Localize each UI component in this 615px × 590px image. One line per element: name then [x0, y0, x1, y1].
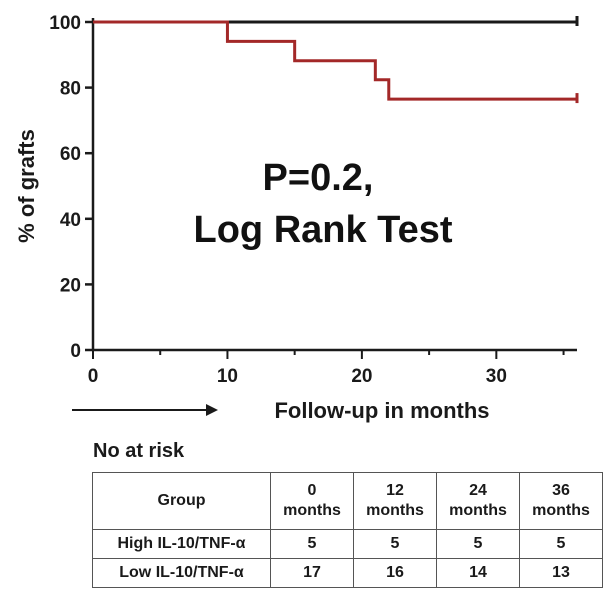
time-header-24: 24 months: [436, 472, 520, 530]
table-row: High IL-10/TNF-α 5 5 5 5: [92, 529, 603, 559]
table-cell: 14: [436, 558, 520, 588]
table-cell: 5: [436, 529, 520, 559]
table-cell: 5: [519, 529, 603, 559]
time-header-36: 36 months: [519, 472, 603, 530]
row-label-low: Low IL-10/TNF-α: [92, 558, 271, 588]
annotation-line-1: P=0.2,: [263, 157, 374, 199]
x-tick-label: 10: [217, 366, 238, 387]
time-value: 36: [552, 482, 570, 499]
time-value: 24: [469, 482, 487, 499]
time-value: 0: [307, 482, 317, 499]
table-cell: 13: [519, 558, 603, 588]
table-cell: 5: [353, 529, 437, 559]
risk-table-header-row: Group 0 months 12 months 24 months 36 mo…: [92, 472, 603, 530]
time-header-12: 12 months: [353, 472, 437, 530]
table-cell: 5: [270, 529, 354, 559]
y-tick-label: 0: [70, 341, 81, 362]
time-value: 12: [386, 482, 404, 499]
time-unit: months: [449, 502, 507, 519]
km-curve-1: [93, 20, 577, 101]
time-unit: months: [283, 502, 341, 519]
follow-up-arrow: [72, 404, 218, 416]
group-header: Group: [92, 472, 271, 530]
time-header-0: 0 months: [270, 472, 354, 530]
x-tick-label: 20: [351, 366, 372, 387]
table-row: Low IL-10/TNF-α 17 16 14 13: [92, 558, 603, 588]
row-label-high: High IL-10/TNF-α: [92, 529, 271, 559]
table-cell: 17: [270, 558, 354, 588]
y-tick-label: 20: [60, 275, 81, 296]
time-unit: months: [366, 502, 424, 519]
y-tick-label: 100: [49, 13, 81, 34]
time-unit: months: [532, 502, 590, 519]
y-tick-label: 60: [60, 144, 81, 165]
x-tick-label: 30: [486, 366, 507, 387]
x-tick-label: 0: [88, 366, 99, 387]
annotation-line-2: Log Rank Test: [194, 209, 453, 251]
table-cell: 16: [353, 558, 437, 588]
risk-table: Group 0 months 12 months 24 months 36 mo…: [92, 472, 603, 588]
y-tick-label: 40: [60, 210, 81, 231]
y-axis-title: % of grafts: [14, 129, 39, 243]
x-axis-title: Follow-up in months: [274, 398, 489, 423]
y-tick-label: 80: [60, 79, 81, 100]
risk-table-title: No at risk: [93, 440, 185, 462]
